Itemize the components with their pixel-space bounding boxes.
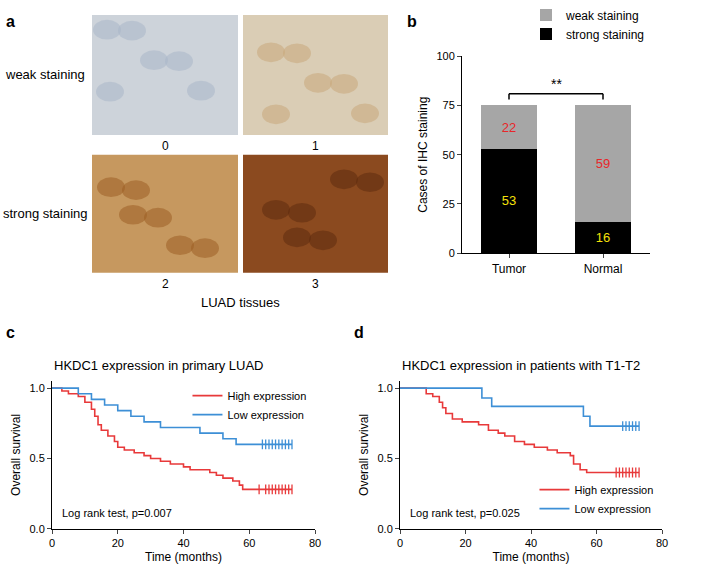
svg-text:d: d	[354, 324, 364, 341]
svg-text:3: 3	[312, 277, 319, 291]
svg-text:b: b	[407, 13, 417, 30]
svg-text:c: c	[6, 324, 15, 341]
svg-text:80: 80	[656, 537, 668, 549]
svg-text:60: 60	[243, 537, 255, 549]
svg-text:weak staining: weak staining	[565, 9, 639, 23]
svg-text:1.0: 1.0	[30, 382, 45, 394]
svg-text:20: 20	[112, 537, 124, 549]
svg-text:0.0: 0.0	[378, 523, 393, 535]
svg-text:Tumor: Tumor	[492, 262, 526, 276]
svg-text:20: 20	[459, 537, 471, 549]
svg-text:25: 25	[443, 198, 455, 210]
svg-text:75: 75	[443, 99, 455, 111]
svg-text:Time (months): Time (months)	[493, 550, 570, 564]
svg-text:50: 50	[443, 149, 455, 161]
svg-text:0.5: 0.5	[30, 452, 45, 464]
svg-text:LUAD tissues: LUAD tissues	[201, 295, 280, 310]
svg-text:Overall survival: Overall survival	[9, 414, 23, 496]
svg-text:Log rank test, p=0.007: Log rank test, p=0.007	[62, 507, 172, 519]
svg-text:Normal: Normal	[584, 262, 623, 276]
svg-text:Log rank test, p=0.025: Log rank test, p=0.025	[410, 507, 520, 519]
svg-text:HKDC1 expression in primary LU: HKDC1 expression in primary LUAD	[54, 358, 264, 373]
svg-text:Overall survival: Overall survival	[357, 414, 371, 496]
svg-text:2: 2	[162, 277, 169, 291]
svg-text:**: **	[551, 76, 562, 92]
svg-text:16: 16	[596, 230, 610, 245]
svg-text:HKDC1 expression in patients w: HKDC1 expression in patients with T1-T2	[402, 358, 640, 373]
svg-text:Low expression: Low expression	[227, 409, 303, 421]
svg-text:0.0: 0.0	[30, 523, 45, 535]
svg-text:53: 53	[502, 193, 516, 208]
svg-text:Time (months): Time (months)	[145, 550, 222, 564]
svg-text:80: 80	[309, 537, 321, 549]
svg-text:40: 40	[525, 537, 537, 549]
svg-text:High expression: High expression	[574, 484, 653, 496]
svg-text:weak staining: weak staining	[5, 67, 85, 82]
svg-text:1: 1	[312, 139, 319, 153]
svg-text:strong staining: strong staining	[566, 28, 644, 42]
svg-text:0: 0	[397, 537, 403, 549]
svg-text:a: a	[6, 13, 15, 30]
svg-text:Low expression: Low expression	[574, 503, 650, 515]
svg-text:100: 100	[436, 50, 454, 62]
svg-text:60: 60	[590, 537, 602, 549]
svg-text:59: 59	[596, 156, 610, 171]
svg-text:0: 0	[49, 537, 55, 549]
svg-text:0.5: 0.5	[378, 452, 393, 464]
svg-text:High expression: High expression	[227, 390, 306, 402]
svg-text:strong staining: strong staining	[3, 206, 88, 221]
svg-text:Cases of IHC staining: Cases of IHC staining	[416, 97, 430, 213]
svg-text:0: 0	[449, 247, 455, 259]
svg-text:22: 22	[502, 120, 516, 135]
svg-text:0: 0	[162, 139, 169, 153]
svg-text:40: 40	[177, 537, 189, 549]
svg-text:1.0: 1.0	[378, 382, 393, 394]
